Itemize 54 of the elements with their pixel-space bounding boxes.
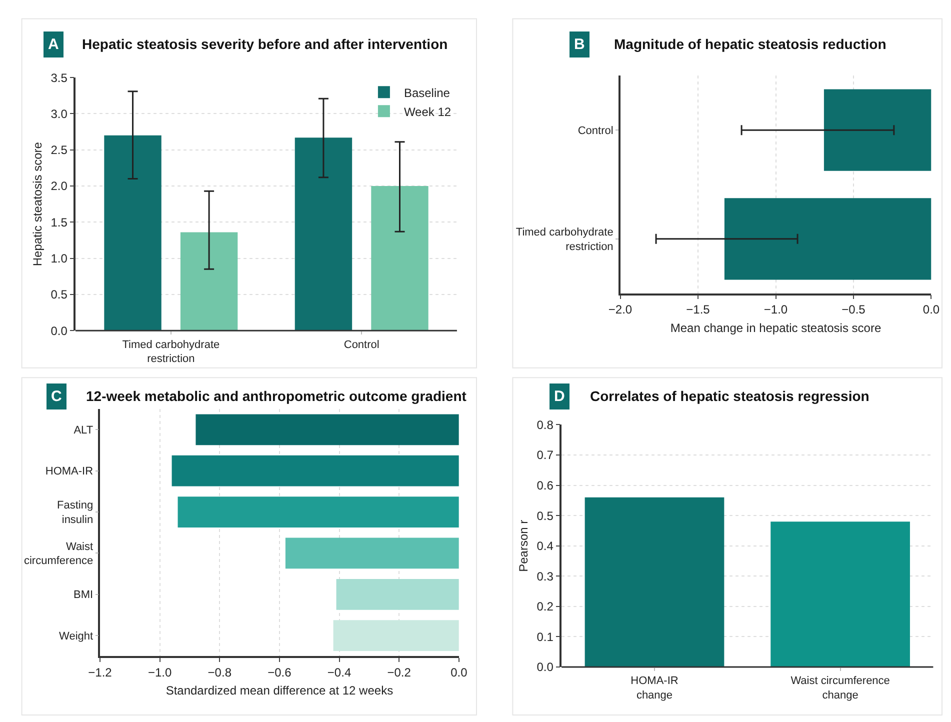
x-tick-label: HOMA-IR change <box>630 675 678 702</box>
y-tick-label: ALT <box>74 424 94 436</box>
text: A <box>48 36 59 53</box>
x-tick-label: −0.6 <box>268 665 292 680</box>
x-tick-label: −1.5 <box>686 302 710 316</box>
y-tick-label: Waist circumference <box>24 540 94 568</box>
bar <box>104 135 162 331</box>
y-tick-label: 0.4 <box>536 539 554 554</box>
chart-title: Magnitude of hepatic steatosis reduction <box>614 36 886 52</box>
y-tick-label: 0.3 <box>536 569 554 584</box>
bar <box>371 186 428 331</box>
y-tick-label: 0.5 <box>536 508 554 523</box>
x-tick-label: −1.0 <box>148 665 172 680</box>
legend-label: Baseline <box>404 86 450 100</box>
bar <box>294 138 352 331</box>
y-axis-title: Hepatic steatosis score <box>30 142 45 266</box>
x-axis-title: Mean change in hepatic steatosis score <box>670 320 882 335</box>
x-tick-label: 0.0 <box>922 302 940 316</box>
y-tick-label: 0.1 <box>536 630 554 644</box>
y-tick-label: 3.0 <box>50 106 68 121</box>
y-tick-label: 2.0 <box>50 179 68 194</box>
x-tick-label: −2.0 <box>608 302 632 316</box>
y-tick-label: 1.5 <box>50 215 68 230</box>
y-tick-label: 1.0 <box>50 252 68 266</box>
y-tick-label: BMI <box>74 589 94 602</box>
x-tick-label: −0.5 <box>842 302 866 316</box>
y-tick-label: HOMA-IR <box>45 466 94 478</box>
y-tick-label: 0.0 <box>50 324 68 338</box>
x-axis-title: Standardized mean difference at 12 weeks <box>166 684 394 698</box>
y-tick-label: 0.7 <box>536 448 554 462</box>
y-tick-label: 3.5 <box>50 70 68 85</box>
text: B <box>574 36 585 53</box>
text: C <box>51 388 62 405</box>
chart-title: Hepatic steatosis severity before and after intervention <box>82 36 448 52</box>
y-axis-title: Pearson r <box>516 520 531 572</box>
x-tick-label: −1.0 <box>764 302 788 316</box>
x-tick-label: −0.2 <box>387 665 412 680</box>
y-tick-label: 0.8 <box>536 418 554 432</box>
chart-title: 12-week metabolic and anthropometric outcome gradient <box>86 388 467 404</box>
text: D <box>554 388 565 405</box>
y-tick-label: 0.5 <box>50 288 68 302</box>
y-tick-label: Fasting insulin <box>56 500 94 526</box>
x-tick-label: −0.8 <box>208 665 232 680</box>
y-tick-label: Weight <box>59 630 94 642</box>
y-tick-label: 0.6 <box>536 478 554 492</box>
bar <box>180 232 238 331</box>
x-tick-label: Waist circumference change <box>790 675 890 702</box>
y-tick-label: 2.5 <box>50 143 68 158</box>
x-tick-label: 0.0 <box>450 665 468 680</box>
x-tick-label: −1.2 <box>88 665 112 680</box>
chart-title: Correlates of hepatic steatosis regression <box>590 388 870 404</box>
x-tick-label: −0.4 <box>327 665 352 680</box>
legend-label: Week 12 <box>404 104 452 119</box>
y-tick-label: 0.2 <box>536 600 554 614</box>
